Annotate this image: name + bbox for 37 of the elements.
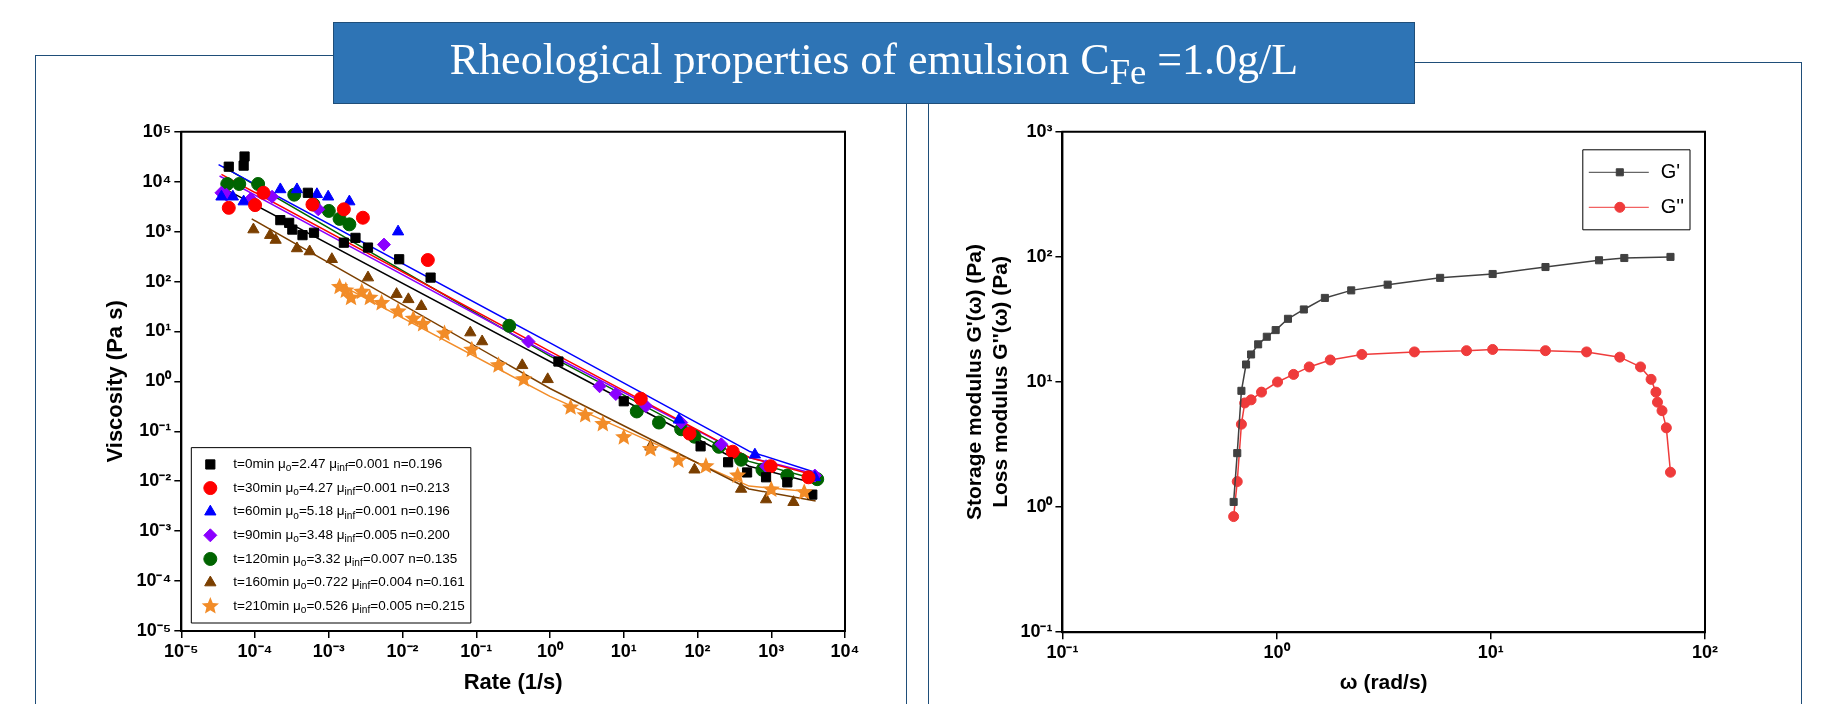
legend-label: G' xyxy=(1660,159,1681,182)
x-tick-label: 10⁻² xyxy=(386,640,419,661)
x-tick-label: 10⁰ xyxy=(537,640,565,661)
y-tick-label: 10¹ xyxy=(1026,370,1053,391)
y-tick-label: 10⁻⁴ xyxy=(136,570,172,591)
x-tick-label: 10³ xyxy=(758,640,785,661)
y-tick-label: 10² xyxy=(145,270,172,291)
x-tick-label: 10⁴ xyxy=(830,640,860,661)
text: Rheological properties of emulsion C$_{Fe}$ =1.0g/L xyxy=(449,33,1299,93)
x-tick-label: 10⁻³ xyxy=(312,640,345,661)
x-tick-label: 10⁻⁴ xyxy=(237,640,273,661)
y-tick-label: 10⁰ xyxy=(145,370,173,391)
y-tick-label: 10³ xyxy=(1026,120,1053,141)
x-tick-label: 10¹ xyxy=(1477,641,1504,662)
x-tick-label: 10⁻⁵ xyxy=(164,640,199,661)
x-tick-label: 10² xyxy=(1691,641,1719,662)
y-tick-label: 10³ xyxy=(145,220,172,241)
x-tick-label: 10⁰ xyxy=(1263,641,1291,662)
y-tick-label: 10⁵ xyxy=(142,120,172,141)
y-tick-label: 10⁴ xyxy=(142,170,172,191)
x-tick-label: 10² xyxy=(684,640,711,661)
y-tick-label: 10¹ xyxy=(145,320,172,341)
y-tick-label: 10⁻³ xyxy=(139,520,172,541)
y-tick-label: 10⁻¹ xyxy=(139,420,172,441)
x-axis-title: Rate (1/s) xyxy=(463,668,563,694)
y-tick-label: 10⁻⁵ xyxy=(136,619,172,640)
x-tick-label: 10⁻¹ xyxy=(460,640,493,661)
x-tick-label: 10⁻¹ xyxy=(1046,641,1079,662)
legend-label: G'' xyxy=(1660,194,1685,217)
x-axis-title: ω (rad/s) xyxy=(1339,670,1428,694)
x-tick-label: 10¹ xyxy=(610,640,637,661)
y-tick-label: 10⁻¹ xyxy=(1020,621,1053,642)
y-tick-label: 10² xyxy=(1026,245,1053,266)
y-tick-label: 10⁻² xyxy=(139,470,172,491)
y-axis-title: Storage modulus G'(ω) (Pa) Loss modulus G''(ω) (Pa) xyxy=(962,244,1011,520)
y-tick-label: 10⁰ xyxy=(1026,496,1054,517)
y-axis-title: Viscosity (Pa s) xyxy=(102,300,128,463)
